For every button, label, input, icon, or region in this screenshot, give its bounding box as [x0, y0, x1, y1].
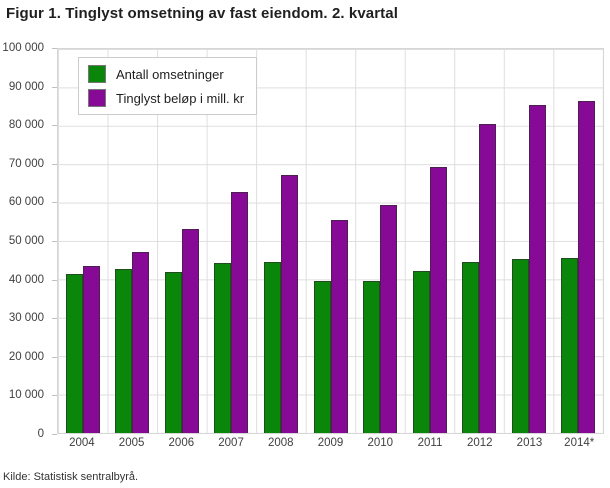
- x-axis-label: 2012: [466, 437, 493, 449]
- legend-swatch-green: [88, 65, 106, 83]
- x-axis-label: 2006: [168, 437, 195, 449]
- y-axis-tick: [52, 48, 57, 49]
- bar-green-2014*: [561, 258, 579, 433]
- x-axis-label: 2004: [69, 437, 95, 449]
- y-axis-tick: [52, 164, 57, 165]
- x-axis: 2004 2005 2006 2007 2008 2009 2010 2011 2012 2013…: [57, 437, 604, 449]
- x-axis-label: 2011: [417, 437, 443, 449]
- legend-item-antall-omsetninger: Antall omsetninger: [88, 65, 244, 83]
- bar-purple-2012: [479, 123, 497, 433]
- y-axis-tick: [52, 318, 57, 319]
- x-axis-label: 2013: [516, 437, 543, 449]
- legend-label: Antall omsetninger: [116, 66, 224, 82]
- y-axis-label: 10 000: [8, 389, 44, 401]
- y-axis-tick: [52, 434, 57, 435]
- plot-area: Antall omsetninger Tinglyst beløp i mill…: [57, 48, 604, 434]
- legend-swatch-purple: [88, 89, 106, 107]
- y-axis-label: 100 000: [2, 42, 44, 54]
- y-axis-tick: [52, 202, 57, 203]
- bar-purple-2009: [330, 219, 348, 433]
- x-axis-label: 2014*: [564, 437, 595, 449]
- bar-group-2005: [108, 49, 158, 433]
- bar-group-2013: [504, 49, 554, 433]
- bar-group-2012: [454, 49, 504, 433]
- bar-group-2008: [256, 49, 306, 433]
- y-axis-label: 40 000: [8, 274, 44, 286]
- bar-purple-2014*: [578, 101, 596, 433]
- bar-purple-2004: [82, 266, 100, 433]
- y-axis-tick: [52, 357, 57, 358]
- bar-groups: [58, 49, 603, 433]
- legend-item-tinglyst-belop: Tinglyst beløp i mill. kr: [88, 89, 244, 107]
- y-axis-tick: [52, 87, 57, 88]
- y-axis-tick: [52, 395, 57, 396]
- x-axis-label: 2005: [118, 437, 145, 449]
- bar-group-2010: [355, 49, 405, 433]
- legend: Antall omsetninger Tinglyst beløp i mill…: [78, 57, 258, 115]
- y-axis-label: 60 000: [8, 196, 44, 208]
- bar-green-2009: [313, 281, 331, 433]
- bar-purple-2006: [181, 229, 199, 433]
- y-axis-label: 50 000: [8, 235, 44, 247]
- y-axis-label: 30 000: [8, 312, 44, 324]
- bar-green-2006: [164, 272, 182, 433]
- bar-green-2004: [65, 273, 83, 433]
- bar-purple-2013: [528, 105, 546, 433]
- bar-purple-2008: [280, 174, 298, 433]
- bar-group-2004: [58, 49, 108, 433]
- legend-label: Tinglyst beløp i mill. kr: [116, 90, 245, 106]
- bar-green-2008: [263, 262, 281, 433]
- bar-purple-2005: [132, 252, 150, 433]
- y-axis-label: 80 000: [8, 119, 44, 131]
- x-axis-label: 2007: [218, 437, 244, 449]
- bar-purple-2011: [429, 166, 447, 433]
- bar-green-2012: [462, 261, 480, 433]
- bar-purple-2010: [380, 205, 398, 433]
- y-axis-label: 20 000: [8, 351, 44, 363]
- y-axis-tick: [52, 125, 57, 126]
- source-note: Kilde: Statistisk sentralbyrå.: [3, 471, 139, 483]
- bar-group-2007: [207, 49, 257, 433]
- bar-green-2007: [214, 262, 232, 433]
- bar-group-2006: [157, 49, 207, 433]
- x-axis-label: 2009: [317, 437, 344, 449]
- y-axis-tick: [52, 280, 57, 281]
- x-axis-label: 2010: [367, 437, 394, 449]
- y-axis-label: 70 000: [8, 158, 44, 170]
- bar-green-2010: [363, 280, 381, 433]
- bar-green-2011: [412, 271, 430, 433]
- bar-group-2009: [306, 49, 356, 433]
- x-axis-label: 2008: [268, 437, 294, 449]
- bar-group-2011: [405, 49, 455, 433]
- bar-green-2013: [511, 259, 529, 433]
- y-axis-tick: [52, 241, 57, 242]
- y-axis-label: 0: [37, 428, 44, 440]
- chart-title: Figur 1. Tinglyst omsetning av fast eien…: [6, 5, 398, 22]
- y-axis-label: 90 000: [8, 81, 44, 93]
- bar-group-2014*: [553, 49, 603, 433]
- bar-purple-2007: [231, 192, 249, 433]
- bar-green-2005: [115, 269, 133, 433]
- y-axis: 100 000 90 000 80 000 70 000 60 000 50 000 40 …: [0, 42, 57, 440]
